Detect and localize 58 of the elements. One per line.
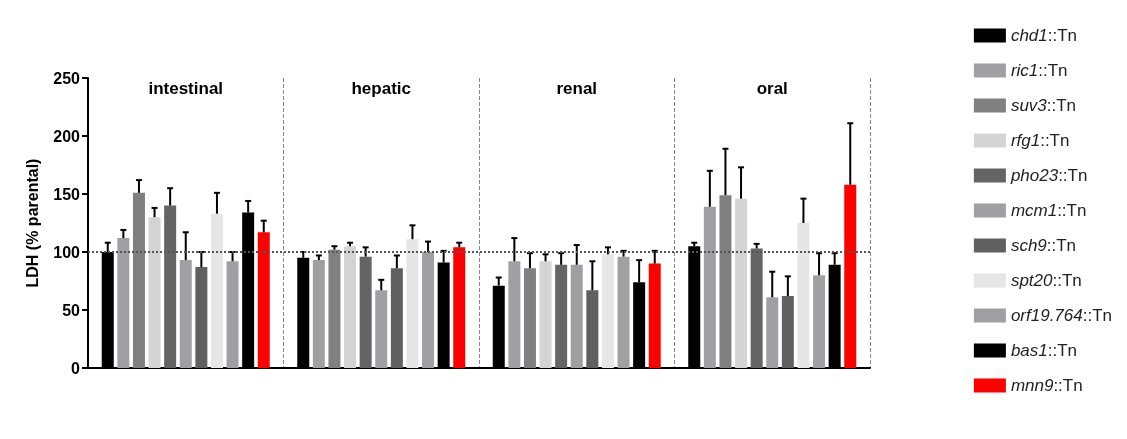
bar — [648, 263, 661, 368]
bar — [422, 252, 435, 368]
bar — [703, 206, 716, 368]
bar — [750, 248, 763, 368]
legend-label: pho23::Tn — [1009, 166, 1088, 185]
bar — [390, 268, 403, 368]
y-tick-label: 0 — [71, 359, 81, 377]
bar — [375, 290, 388, 368]
legend-label: bas1::Tn — [1010, 341, 1078, 360]
bar — [617, 256, 630, 368]
bar — [312, 260, 325, 368]
x-tick-label: intestinal — [148, 79, 224, 98]
bar — [164, 205, 177, 368]
bar — [226, 261, 239, 368]
bar — [586, 290, 599, 368]
bar — [601, 254, 614, 368]
y-tick-label: 200 — [53, 127, 81, 145]
bar — [359, 256, 372, 368]
legend-label: spt20::Tn — [1010, 271, 1082, 290]
bar — [132, 192, 145, 368]
bar — [766, 297, 779, 368]
bar — [117, 238, 130, 368]
y-axis-title: LDH (% parental) — [23, 158, 41, 288]
legend-label: sch9::Tn — [1010, 236, 1077, 255]
legend-label: suv3::Tn — [1010, 96, 1077, 115]
y-tick-label: 100 — [53, 243, 81, 261]
bar — [813, 275, 826, 368]
bar — [453, 247, 466, 368]
bar — [257, 232, 270, 368]
bar — [179, 260, 192, 368]
bar — [797, 223, 810, 368]
bar — [344, 246, 357, 368]
bar — [781, 296, 794, 368]
y-tick-label: 150 — [53, 185, 81, 203]
bar — [328, 249, 341, 368]
bar — [210, 213, 223, 368]
bar — [555, 264, 568, 368]
legend-label: rfg1::Tn — [1010, 131, 1070, 150]
bar — [508, 261, 521, 368]
bar — [148, 217, 161, 368]
bar — [539, 261, 552, 368]
x-tick-label: hepatic — [351, 79, 412, 98]
x-tick-label: renal — [556, 79, 598, 98]
y-tick-label: 250 — [53, 69, 81, 87]
x-tick-label: oral — [756, 79, 788, 98]
y-tick-label: 50 — [62, 301, 81, 319]
bar — [195, 267, 208, 368]
bar — [735, 198, 748, 368]
legend-label: chd1::Tn — [1010, 26, 1078, 45]
bar — [719, 195, 732, 368]
bar — [406, 239, 419, 368]
legend-label: mnn9::Tn — [1010, 376, 1083, 395]
legend-label: orf19.764::Tn — [1010, 306, 1113, 325]
legend-label: mcm1::Tn — [1010, 201, 1087, 220]
legend-label: ric1::Tn — [1010, 61, 1068, 80]
bar — [523, 268, 536, 368]
bar — [844, 184, 857, 368]
bar — [570, 264, 583, 368]
